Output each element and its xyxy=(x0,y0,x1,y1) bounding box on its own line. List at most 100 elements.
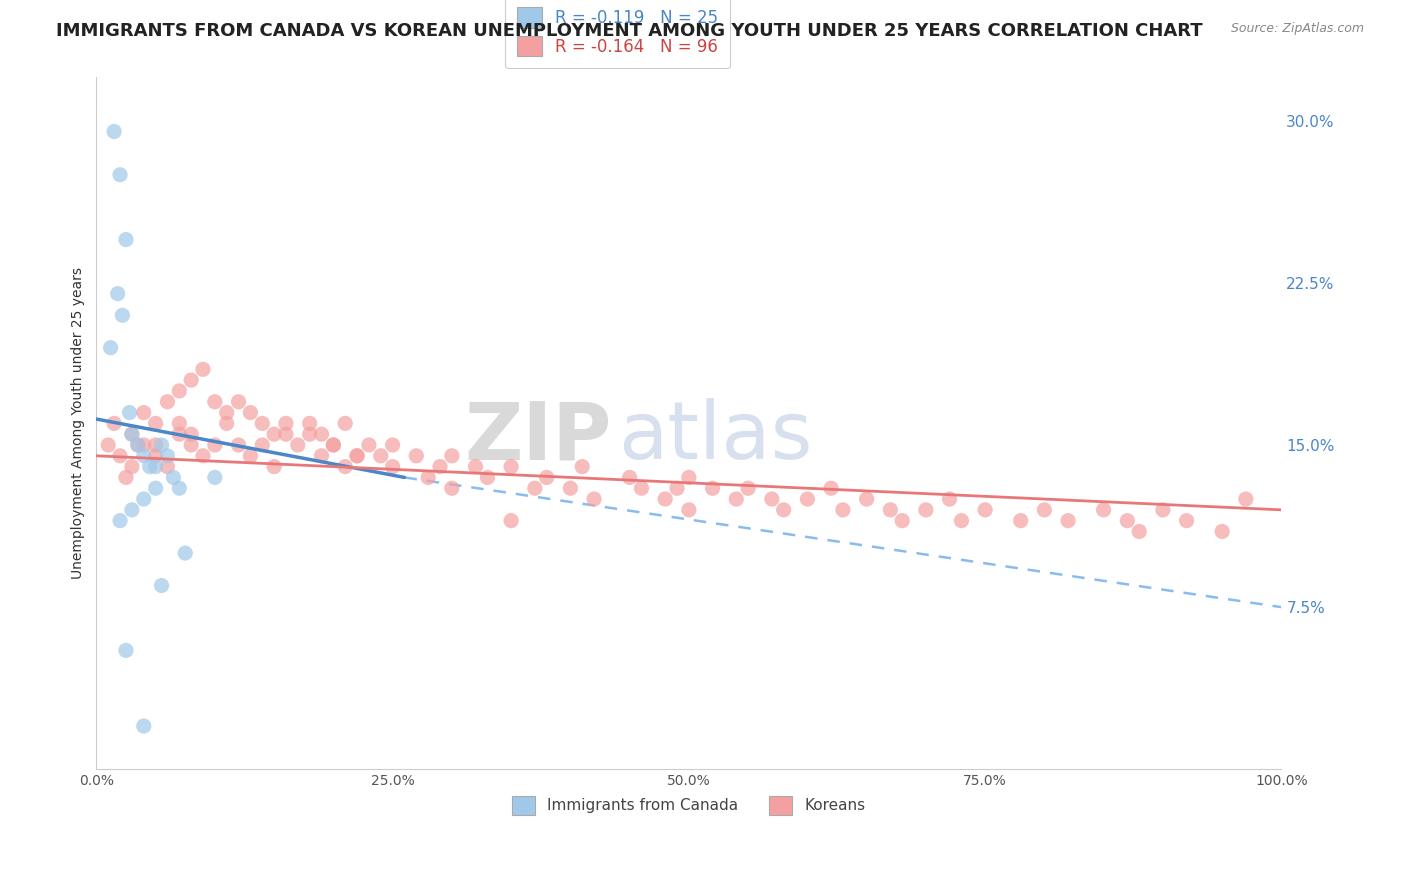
Point xyxy=(108,514,131,528)
Point xyxy=(311,449,333,463)
Point xyxy=(121,427,143,442)
Point xyxy=(169,427,191,442)
Point xyxy=(145,459,167,474)
Point xyxy=(115,643,138,657)
Point xyxy=(1128,524,1150,539)
Point xyxy=(274,427,297,442)
Point xyxy=(274,417,297,431)
Point xyxy=(132,449,155,463)
Point xyxy=(145,449,167,463)
Point xyxy=(501,459,523,474)
Point xyxy=(150,438,173,452)
Point xyxy=(879,503,901,517)
Text: IMMIGRANTS FROM CANADA VS KOREAN UNEMPLOYMENT AMONG YOUTH UNDER 25 YEARS CORRELA: IMMIGRANTS FROM CANADA VS KOREAN UNEMPLO… xyxy=(56,22,1204,40)
Point xyxy=(103,124,125,138)
Point xyxy=(97,438,120,452)
Point xyxy=(204,470,226,484)
Text: atlas: atlas xyxy=(617,398,813,476)
Point xyxy=(381,438,404,452)
Point xyxy=(118,406,141,420)
Point xyxy=(115,470,138,484)
Point xyxy=(156,459,179,474)
Point xyxy=(180,438,202,452)
Point xyxy=(1152,503,1174,517)
Point xyxy=(169,417,191,431)
Point xyxy=(938,491,960,506)
Point xyxy=(915,503,938,517)
Point xyxy=(335,459,357,474)
Point xyxy=(560,481,582,495)
Point xyxy=(571,459,593,474)
Point xyxy=(138,459,160,474)
Point xyxy=(737,481,759,495)
Point xyxy=(156,449,179,463)
Point xyxy=(111,308,134,322)
Point xyxy=(204,394,226,409)
Point xyxy=(215,406,238,420)
Point xyxy=(115,233,138,247)
Point xyxy=(215,417,238,431)
Point xyxy=(127,438,149,452)
Point xyxy=(832,503,855,517)
Point xyxy=(108,449,131,463)
Point xyxy=(381,459,404,474)
Point xyxy=(440,481,463,495)
Point xyxy=(666,481,689,495)
Point xyxy=(335,417,357,431)
Point xyxy=(174,546,197,560)
Point xyxy=(630,481,652,495)
Point xyxy=(796,491,818,506)
Point xyxy=(891,514,914,528)
Point xyxy=(820,481,842,495)
Point xyxy=(725,491,748,506)
Point xyxy=(405,449,427,463)
Point xyxy=(145,481,167,495)
Point xyxy=(127,438,149,452)
Point xyxy=(772,503,794,517)
Point xyxy=(287,438,309,452)
Point xyxy=(169,384,191,398)
Point xyxy=(132,719,155,733)
Point xyxy=(263,427,285,442)
Point xyxy=(346,449,368,463)
Point xyxy=(440,449,463,463)
Point xyxy=(501,514,523,528)
Point xyxy=(132,406,155,420)
Point xyxy=(100,341,122,355)
Point xyxy=(536,470,558,484)
Point xyxy=(298,427,321,442)
Point xyxy=(150,578,173,592)
Point xyxy=(103,417,125,431)
Point xyxy=(1116,514,1139,528)
Point xyxy=(855,491,877,506)
Point xyxy=(311,427,333,442)
Point xyxy=(477,470,499,484)
Point xyxy=(761,491,783,506)
Point xyxy=(1175,514,1198,528)
Point xyxy=(228,394,250,409)
Point xyxy=(950,514,973,528)
Point xyxy=(121,427,143,442)
Point xyxy=(1092,503,1115,517)
Point xyxy=(180,427,202,442)
Point xyxy=(1211,524,1233,539)
Point xyxy=(678,503,700,517)
Point xyxy=(204,438,226,452)
Point xyxy=(263,459,285,474)
Point xyxy=(108,168,131,182)
Text: Source: ZipAtlas.com: Source: ZipAtlas.com xyxy=(1230,22,1364,36)
Point xyxy=(1234,491,1257,506)
Point xyxy=(974,503,997,517)
Point xyxy=(322,438,344,452)
Point xyxy=(191,362,214,376)
Point xyxy=(298,417,321,431)
Point xyxy=(252,438,274,452)
Legend: Immigrants from Canada, Koreans: Immigrants from Canada, Koreans xyxy=(503,787,875,824)
Point xyxy=(1010,514,1032,528)
Point xyxy=(346,449,368,463)
Point xyxy=(239,406,262,420)
Point xyxy=(1057,514,1080,528)
Point xyxy=(1033,503,1056,517)
Point xyxy=(162,470,184,484)
Point xyxy=(619,470,641,484)
